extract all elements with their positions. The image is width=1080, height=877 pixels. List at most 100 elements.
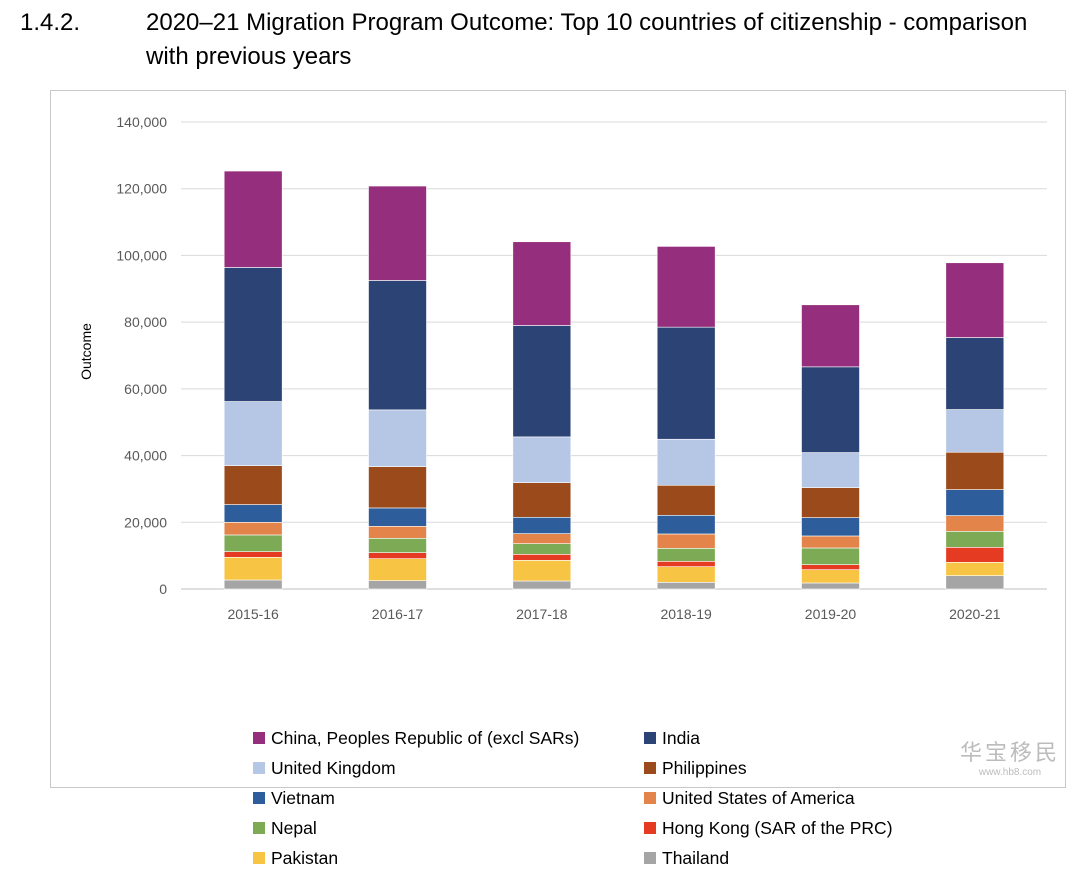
bar-segment bbox=[801, 569, 860, 584]
bar-segment bbox=[512, 533, 572, 544]
legend-label: Philippines bbox=[662, 758, 747, 778]
bar-segment bbox=[368, 409, 427, 467]
bar-segment bbox=[368, 558, 427, 581]
bar-segment bbox=[512, 543, 572, 555]
bar-segment bbox=[801, 547, 860, 565]
bar-segment bbox=[801, 487, 860, 518]
bar-segment bbox=[801, 517, 860, 537]
chart-legend: China, Peoples Republic of (excl SARs) In… bbox=[253, 727, 1053, 877]
bar-segment bbox=[512, 482, 572, 518]
bar-segment bbox=[801, 535, 860, 549]
bar-segment bbox=[656, 561, 716, 567]
legend-swatch bbox=[253, 762, 265, 774]
legend-item: Thailand bbox=[644, 847, 729, 869]
y-tick-label: 40,000 bbox=[124, 448, 167, 464]
bar-segment bbox=[223, 401, 283, 466]
bar-segment bbox=[945, 337, 1005, 410]
x-tick-label: 2018-19 bbox=[660, 606, 712, 622]
legend-item: Vietnam bbox=[253, 787, 335, 809]
bar-segment bbox=[223, 504, 283, 523]
legend-item: China, Peoples Republic of (excl SARs) bbox=[253, 727, 579, 749]
y-tick-label: 80,000 bbox=[124, 314, 167, 330]
bar-segment bbox=[801, 304, 860, 368]
bar-segment bbox=[368, 552, 427, 559]
legend-item: United States of America bbox=[644, 787, 855, 809]
bar-segment bbox=[945, 575, 1005, 590]
legend-swatch bbox=[644, 792, 656, 804]
legend-swatch bbox=[253, 792, 265, 804]
legend-swatch bbox=[253, 852, 265, 864]
bar-segment bbox=[512, 554, 572, 561]
bar-segment bbox=[656, 582, 716, 590]
legend-item: India bbox=[644, 727, 700, 749]
bar-segment bbox=[945, 515, 1005, 532]
bar-segment bbox=[368, 525, 427, 539]
bar-segment bbox=[801, 366, 860, 453]
bar-segment bbox=[945, 489, 1005, 516]
x-tick-label: 2016-17 bbox=[372, 606, 424, 622]
watermark-url: www.hb8.com bbox=[978, 767, 1042, 778]
section-number: 1.4.2. bbox=[20, 9, 81, 36]
bar-segment bbox=[223, 465, 283, 505]
legend-item: Hong Kong (SAR of the PRC) bbox=[644, 817, 893, 839]
y-tick-label: 140,000 bbox=[116, 114, 167, 130]
bar-segment bbox=[223, 521, 283, 536]
bar-segment bbox=[223, 170, 283, 268]
y-tick-label: 60,000 bbox=[124, 381, 167, 397]
bar-segment bbox=[656, 533, 716, 549]
bar-segment bbox=[368, 507, 427, 527]
watermark-text: 华宝移民 bbox=[959, 741, 1060, 766]
bar-segment bbox=[945, 530, 1005, 548]
bar-segment bbox=[801, 564, 860, 570]
bar-segment bbox=[368, 580, 427, 590]
bar-segment bbox=[945, 451, 1005, 490]
bar-segment bbox=[368, 466, 427, 509]
bar-segment bbox=[656, 438, 716, 486]
bar-segment bbox=[512, 560, 572, 582]
bar-segment bbox=[945, 547, 1005, 563]
x-tick-label: 2020-21 bbox=[949, 606, 1001, 622]
x-tick-label: 2015-16 bbox=[227, 606, 279, 622]
bar-segment bbox=[656, 514, 716, 535]
legend-label: Nepal bbox=[271, 818, 317, 838]
legend-swatch bbox=[253, 732, 265, 744]
legend-item: United Kingdom bbox=[253, 757, 396, 779]
legend-label: United Kingdom bbox=[271, 758, 396, 778]
bar-segment bbox=[223, 534, 283, 552]
legend-label: China, Peoples Republic of (excl SARs) bbox=[271, 728, 580, 748]
bar-segment bbox=[656, 548, 716, 562]
bar-segment bbox=[801, 582, 860, 590]
bar-segment bbox=[801, 452, 860, 488]
chart-frame: 0 20,000 40,000 60,000 80,000 100,000 120,000 1… bbox=[50, 90, 1066, 868]
bar-segment bbox=[223, 267, 283, 402]
watermark: 华宝移民 www.hb8.com bbox=[960, 741, 1060, 779]
x-tick-label: 2017-18 bbox=[516, 606, 568, 622]
legend-label: Vietnam bbox=[271, 788, 335, 808]
chart-heading-title: 2020–21 Migration Program Outcome: Top 1… bbox=[146, 9, 1028, 70]
bar-segment bbox=[656, 246, 716, 328]
bar-segment bbox=[223, 551, 283, 558]
bar-segment bbox=[945, 562, 1005, 576]
legend-label: United States of America bbox=[662, 788, 855, 808]
legend-swatch bbox=[644, 822, 656, 834]
legend-item: Pakistan bbox=[253, 847, 338, 869]
bar-segment bbox=[945, 409, 1005, 453]
legend-swatch bbox=[644, 762, 656, 774]
legend-label: Pakistan bbox=[271, 848, 339, 868]
bar-segment bbox=[368, 185, 427, 281]
x-tick-label: 2019-20 bbox=[805, 606, 857, 622]
bar-segment bbox=[656, 566, 716, 583]
stacked-bar-chart: 0 20,000 40,000 60,000 80,000 100,000 120,000 1… bbox=[78, 114, 1047, 622]
bar-segment bbox=[656, 326, 716, 440]
bar-segment bbox=[945, 262, 1005, 338]
bar-segment bbox=[368, 537, 427, 553]
bar-segment bbox=[512, 241, 572, 326]
legend-label: India bbox=[662, 728, 700, 748]
legend-label: Hong Kong (SAR of the PRC) bbox=[662, 818, 893, 838]
legend-swatch bbox=[644, 732, 656, 744]
legend-swatch bbox=[644, 852, 656, 864]
y-tick-label: 100,000 bbox=[116, 247, 167, 263]
y-tick-label: 20,000 bbox=[124, 514, 167, 530]
bar-segment bbox=[368, 280, 427, 411]
y-tick-label: 120,000 bbox=[116, 181, 167, 197]
